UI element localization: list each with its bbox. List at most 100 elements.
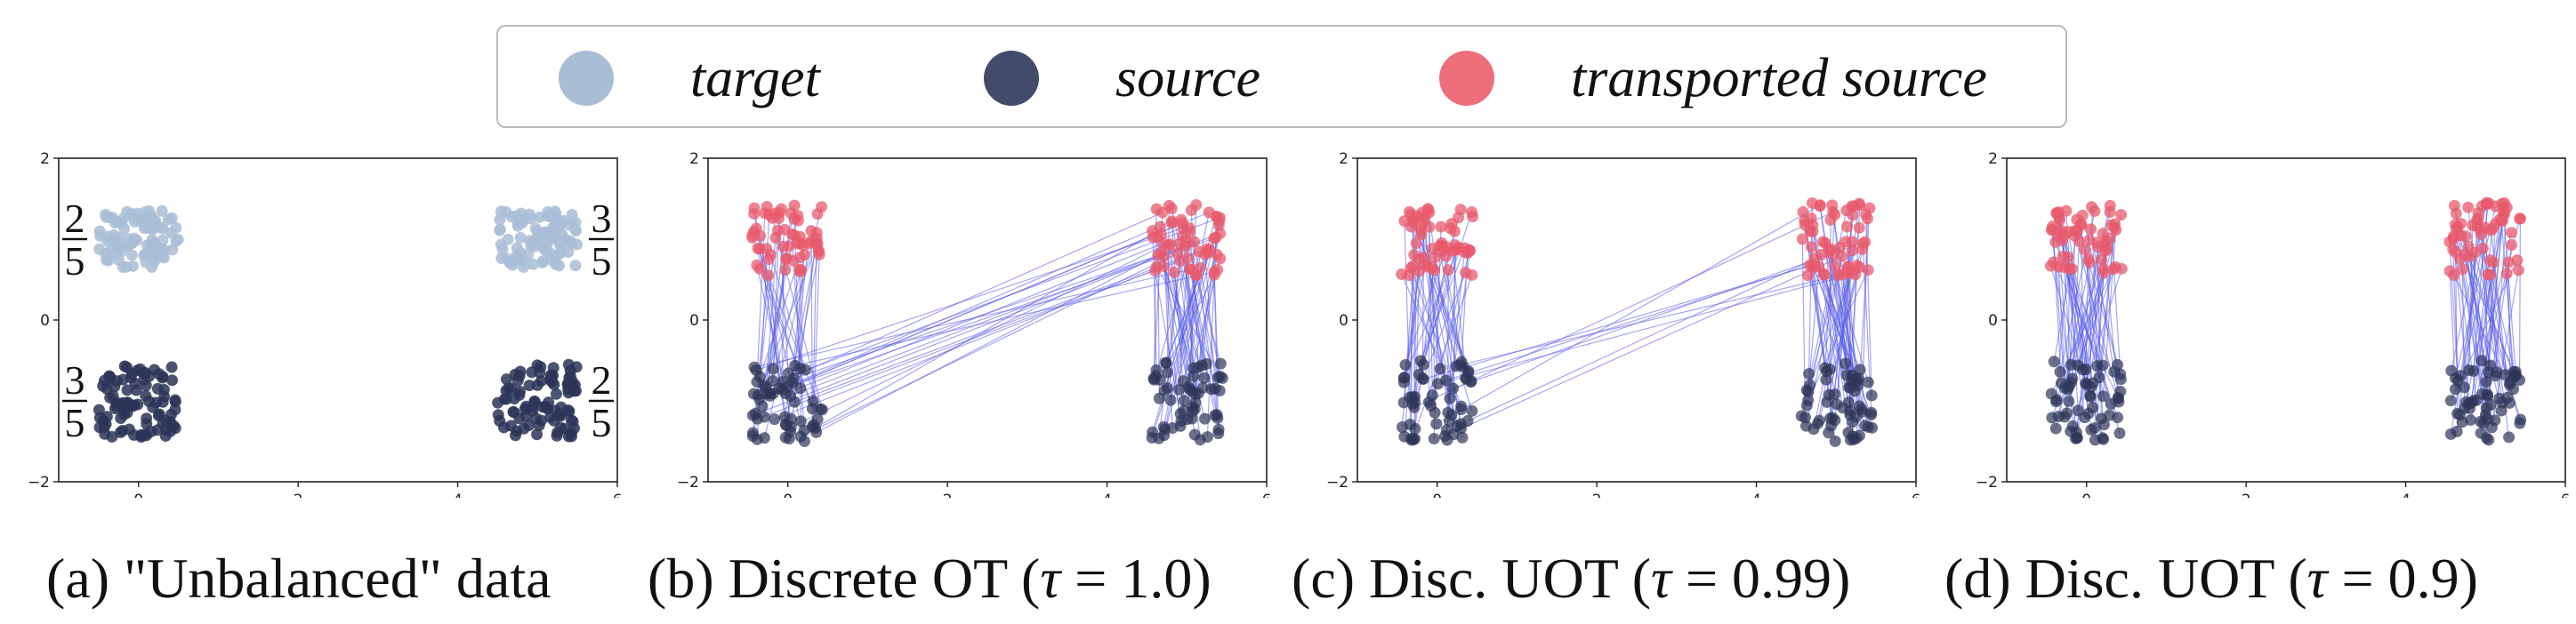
source-point [2049, 422, 2062, 435]
transported-point [2115, 209, 2128, 221]
transport-line [2053, 230, 2078, 362]
source-mass-label: 35 [61, 357, 87, 445]
transported-point [1442, 264, 1454, 276]
source-point [1406, 398, 1419, 411]
source-point [543, 396, 555, 409]
y-tick-label: 2 [1988, 150, 1998, 168]
x-tick-label: 6 [613, 492, 623, 498]
transported-point [2097, 263, 2110, 276]
source-point [1430, 418, 1443, 430]
source-point [807, 419, 819, 431]
transported-point [1851, 260, 1864, 272]
x-tick-label: 2 [2242, 492, 2251, 498]
transported-point [751, 259, 763, 271]
source-point [1847, 433, 1860, 445]
transport-line [1445, 255, 1843, 437]
transported-point [1801, 269, 1814, 282]
source-point [2449, 383, 2461, 396]
source-point [1466, 404, 1478, 417]
y-tick-label: 2 [1339, 150, 1348, 168]
source-point [1447, 428, 1460, 441]
transported-point [762, 253, 775, 266]
source-point [1164, 394, 1177, 406]
source-point [128, 399, 141, 412]
source-point [1161, 366, 1173, 379]
target-point [147, 254, 159, 267]
source-point [1214, 370, 1227, 382]
source-point [773, 382, 785, 395]
target-point [565, 236, 577, 249]
transport-line [2072, 241, 2081, 380]
transported-point [1214, 252, 1227, 265]
source-point [2470, 394, 2483, 406]
transport-line [757, 260, 1180, 420]
source-point [749, 407, 761, 420]
transported-point [2079, 244, 2091, 256]
source-point [1455, 400, 1468, 412]
source-point [118, 360, 131, 372]
legend-label-target: target [690, 47, 820, 108]
transported-point [810, 227, 823, 239]
source-point [2058, 411, 2071, 423]
y-tick-label: 2 [40, 150, 50, 168]
source-point [2097, 433, 2110, 445]
source-point [165, 361, 178, 373]
transported-point [1847, 209, 1859, 221]
source-point [2465, 414, 2477, 427]
transported-point [780, 253, 793, 266]
transported-point [1415, 228, 1428, 241]
transported-point [2493, 213, 2506, 226]
target-point [125, 249, 138, 261]
source-point [1153, 432, 1165, 444]
source-point [1859, 420, 1872, 432]
transport-line [815, 222, 1172, 428]
source-point [2079, 412, 2091, 424]
source-point [2503, 431, 2516, 444]
transported-point [1418, 252, 1430, 264]
transported-point [1846, 236, 1858, 248]
transported-point [1460, 267, 1472, 279]
source-point [2111, 358, 2123, 371]
panel-d: 0 2 4 6 −2 0 2 [1976, 150, 2570, 498]
target-point [166, 244, 179, 256]
source-point [98, 421, 110, 434]
panel-c: 0 2 4 6 −2 0 2 [1326, 150, 1920, 498]
target-point [556, 228, 568, 240]
transported-point [1826, 199, 1839, 212]
target-point [522, 249, 535, 261]
source-point [500, 373, 512, 386]
source-point [1820, 373, 1832, 386]
legend: target source transported source [496, 25, 2067, 128]
source-point [1188, 428, 1201, 441]
target-point [165, 212, 178, 224]
fraction-denominator: 5 [64, 238, 85, 284]
transport-line [753, 233, 1220, 416]
target-point [149, 241, 161, 253]
y-tick-label: 0 [1339, 312, 1348, 330]
transport-line [1431, 267, 1436, 413]
source-marker-icon [984, 51, 1039, 106]
x-tick-label: 0 [133, 492, 143, 498]
transported-point [799, 249, 811, 261]
source-point [767, 363, 779, 375]
source-point [756, 400, 769, 412]
transport-line [800, 252, 1178, 437]
target-point [138, 249, 150, 261]
legend-item-target: target [559, 47, 820, 108]
transported-point [1212, 219, 1225, 231]
transported-point [2107, 263, 2120, 276]
transported-point [2448, 199, 2460, 212]
source-point [106, 430, 118, 443]
transported-point [2450, 246, 2462, 259]
transported-point [752, 243, 764, 255]
legend-label-transported: transported source [1571, 47, 1987, 108]
transported-point [1421, 260, 1434, 273]
transported-point [2448, 230, 2460, 243]
transport-line [2481, 232, 2513, 361]
transport-line [2051, 272, 2105, 419]
source-point [158, 390, 171, 403]
transport-line [759, 212, 1210, 400]
transported-point [1182, 252, 1195, 264]
